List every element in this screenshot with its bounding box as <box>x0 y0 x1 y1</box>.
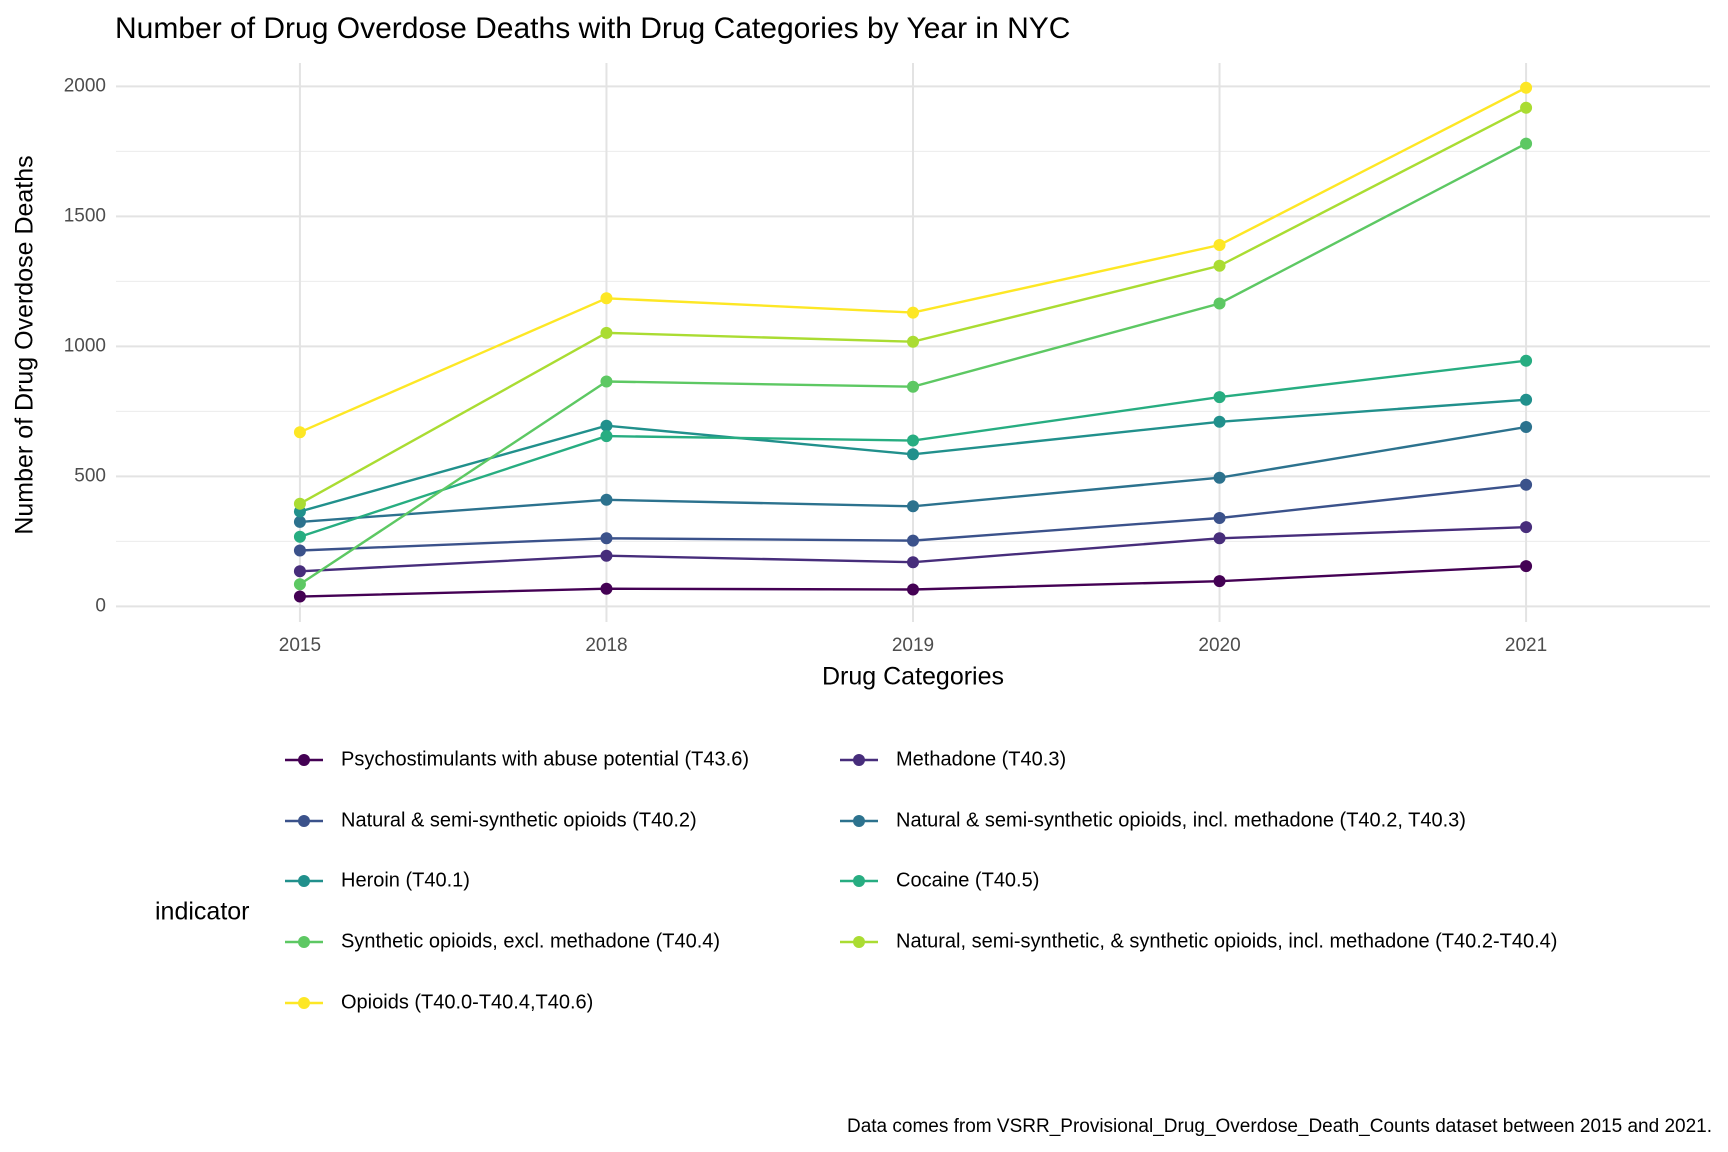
legend: Psychostimulants with abuse potential (T… <box>285 748 1557 1013</box>
legend-label: Synthetic opioids, excl. methadone (T40.… <box>341 930 720 952</box>
data-point <box>907 306 919 319</box>
data-point <box>907 500 919 513</box>
data-point <box>293 426 306 439</box>
data-point <box>907 448 919 461</box>
x-tick-label: 2019 <box>892 635 934 656</box>
x-tick-label: 2021 <box>1505 635 1547 656</box>
y-tick-label: 2000 <box>64 75 106 96</box>
x-tick-label: 2020 <box>1198 635 1240 656</box>
legend-key-point <box>298 815 310 827</box>
data-point <box>1520 137 1533 150</box>
plot-marks <box>293 81 1533 603</box>
data-point <box>600 430 613 443</box>
legend-label: Cocaine (T40.5) <box>896 869 1039 891</box>
data-point <box>1213 575 1226 588</box>
data-point <box>1520 421 1533 433</box>
data-point <box>907 534 919 547</box>
data-point <box>1213 532 1226 545</box>
data-point <box>907 335 919 348</box>
data-point <box>600 582 613 595</box>
caption: Data comes from VSRR_Provisional_Drug_Ov… <box>847 1116 1712 1137</box>
data-point <box>1520 354 1533 367</box>
data-point <box>600 419 613 432</box>
x-tick-label: 2015 <box>279 635 321 656</box>
data-point <box>1520 81 1533 94</box>
data-point <box>1520 560 1533 573</box>
legend-key-point <box>853 815 865 827</box>
legend-key-point <box>298 997 310 1009</box>
legend-label: Opioids (T40.0-T40.4,T40.6) <box>341 991 593 1013</box>
data-point <box>1520 478 1533 491</box>
legend-key-point <box>853 875 865 887</box>
x-axis-label: Drug Categories <box>822 663 1004 691</box>
chart-title: Number of Drug Overdose Deaths with Drug… <box>115 12 1070 45</box>
y-tick-label: 1000 <box>64 335 106 356</box>
data-point <box>1520 101 1533 114</box>
data-point <box>293 565 306 578</box>
legend-key-point <box>298 875 310 887</box>
legend-label: Natural & semi-synthetic opioids (T40.2) <box>341 809 697 831</box>
x-tick-label: 2018 <box>585 635 627 656</box>
data-point <box>1213 259 1226 272</box>
y-axis-label: Number of Drug Overdose Deaths <box>11 155 39 534</box>
y-tick-label: 500 <box>74 465 106 486</box>
data-point <box>1213 471 1226 484</box>
data-point <box>293 530 306 543</box>
data-point <box>600 532 613 545</box>
data-point <box>907 380 919 393</box>
data-point <box>1520 393 1533 406</box>
legend-key-point <box>853 936 865 948</box>
legend-key-point <box>298 936 310 948</box>
data-point <box>293 578 306 591</box>
data-point <box>907 434 919 447</box>
data-point <box>600 375 613 388</box>
y-tick-label: 0 <box>95 595 106 616</box>
legend-key-point <box>298 754 310 766</box>
data-point <box>600 326 613 339</box>
legend-label: Methadone (T40.3) <box>896 748 1066 770</box>
legend-key-point <box>853 754 865 766</box>
data-point <box>600 292 613 305</box>
legend-label: Natural & semi-synthetic opioids, incl. … <box>896 809 1466 831</box>
legend-label: Heroin (T40.1) <box>341 869 470 891</box>
data-point <box>1213 512 1226 524</box>
data-point <box>293 544 306 557</box>
data-point <box>907 583 919 596</box>
data-point <box>1213 239 1226 251</box>
data-point <box>293 515 306 528</box>
y-tick-label: 1500 <box>64 205 106 226</box>
data-point <box>1213 415 1226 428</box>
data-point <box>293 497 306 510</box>
data-point <box>600 549 613 562</box>
data-point <box>907 556 919 569</box>
data-point <box>1213 391 1226 404</box>
data-point <box>1520 521 1533 534</box>
legend-label: Psychostimulants with abuse potential (T… <box>341 748 749 770</box>
legend-title: indicator <box>155 898 250 926</box>
legend-label: Natural, semi-synthetic, & synthetic opi… <box>896 930 1557 952</box>
data-point <box>1213 297 1226 310</box>
data-point <box>293 590 306 603</box>
data-point <box>600 493 613 506</box>
